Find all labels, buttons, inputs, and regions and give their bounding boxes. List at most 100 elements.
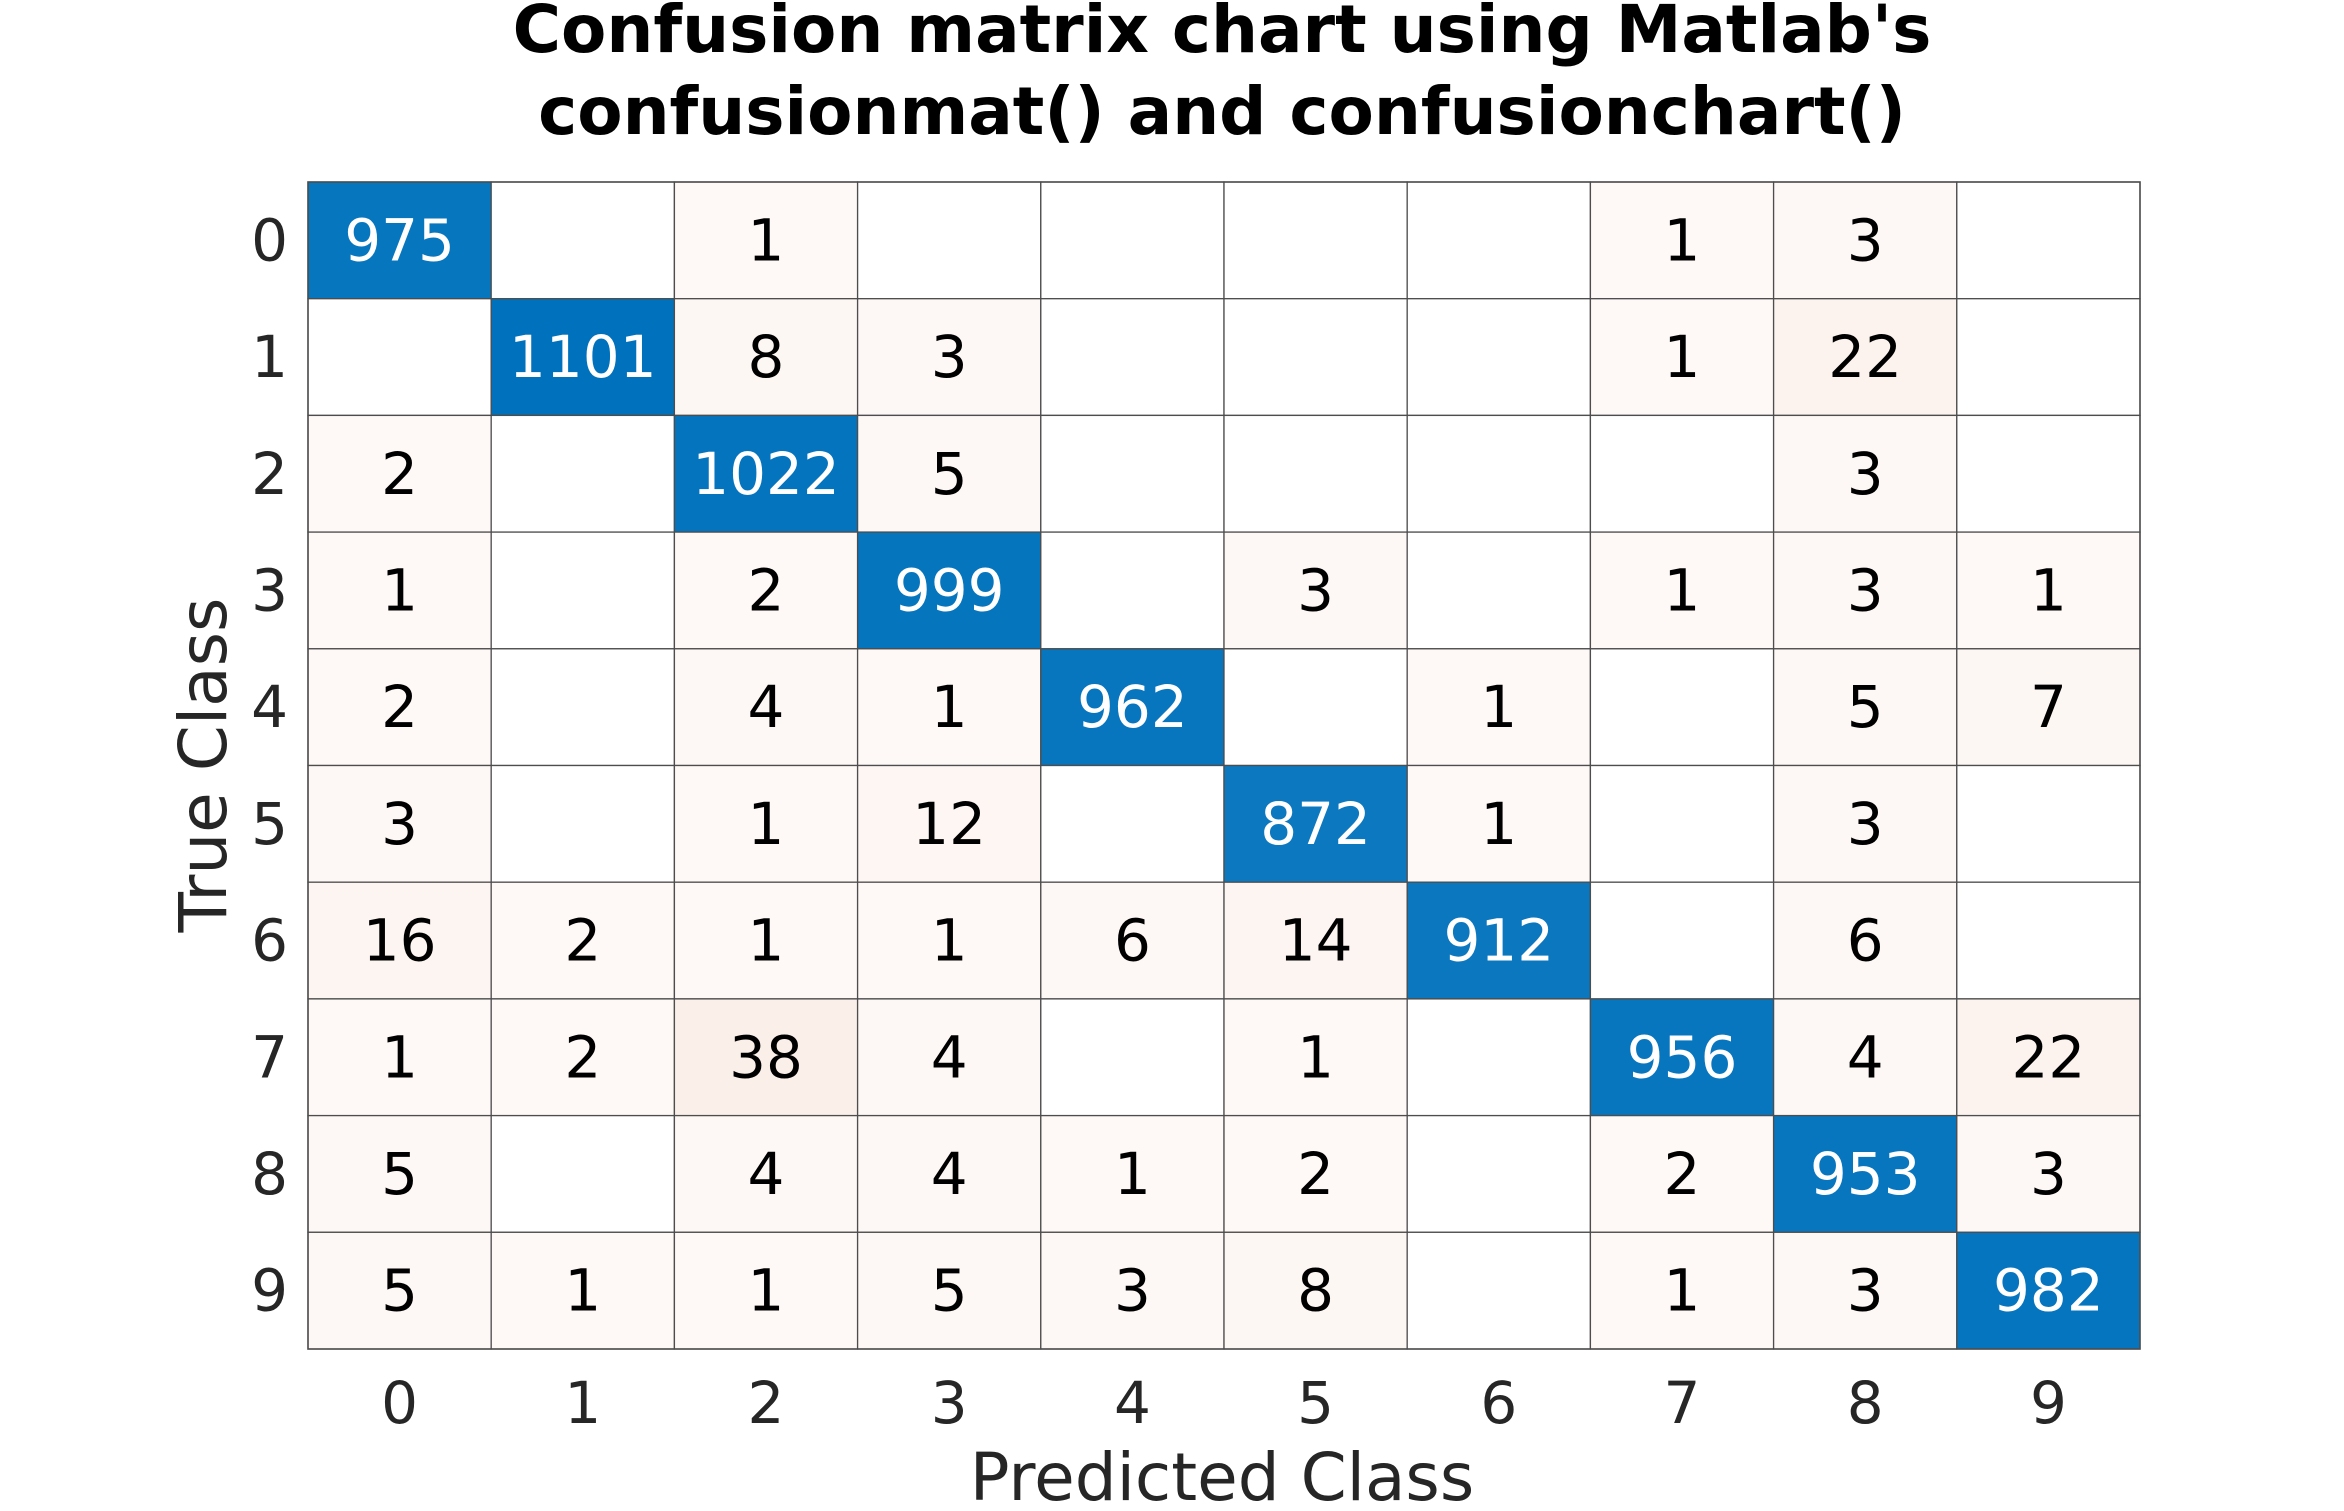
cell-value-label: 975 (344, 206, 455, 274)
cell-value-label: 912 (1443, 907, 1554, 975)
matrix-cell (1040, 181, 1225, 300)
matrix-cell (1772, 414, 1958, 533)
matrix-cell (1040, 998, 1225, 1117)
matrix-cell (490, 881, 676, 1000)
matrix-cell (1956, 881, 2141, 1000)
cell-value-label: 1 (1480, 790, 1517, 858)
matrix-cell (673, 648, 859, 767)
cell-value-label: 7 (2030, 673, 2067, 741)
x-tick-label: 1 (564, 1369, 601, 1437)
matrix-cell (1223, 998, 1408, 1117)
matrix-cell (1772, 181, 1958, 300)
cell-value-label: 1 (748, 790, 785, 858)
matrix-cell (1589, 1114, 1775, 1233)
cell-value-label: 3 (1847, 556, 1884, 624)
matrix-cell (1956, 1114, 2141, 1233)
cell-value-label: 5 (1847, 673, 1884, 741)
cell-value-label: 3 (381, 790, 418, 858)
cell-value-label: 4 (748, 1140, 785, 1208)
cell-value-label: 2 (381, 673, 418, 741)
matrix-cell (1956, 1231, 2141, 1350)
matrix-cell (490, 181, 676, 300)
matrix-cell (1406, 648, 1592, 767)
matrix-cell (1406, 998, 1592, 1117)
y-tick-label: 6 (251, 907, 288, 975)
matrix-cell (1223, 764, 1408, 883)
matrix-cell (1223, 881, 1408, 1000)
matrix-cell (307, 414, 492, 533)
matrix-cell (856, 648, 1042, 767)
cell-value-label: 1 (748, 206, 785, 274)
matrix-cell (490, 298, 676, 417)
matrix-cell (673, 1114, 859, 1233)
cell-value-label: 4 (1847, 1023, 1884, 1091)
matrix-cell (1040, 1114, 1225, 1233)
cell-value-label: 38 (729, 1023, 803, 1091)
x-tick-label: 6 (1480, 1369, 1517, 1437)
cell-value-label: 962 (1077, 673, 1188, 741)
matrix-cell (1040, 764, 1225, 883)
cell-value-label: 4 (748, 673, 785, 741)
matrix-cell (490, 1231, 676, 1350)
cell-value-label: 1 (748, 1257, 785, 1325)
matrix-cell (1223, 1114, 1408, 1233)
matrix-cell (1223, 414, 1408, 533)
matrix-cell (1223, 531, 1408, 650)
y-tick-label: 1 (251, 323, 288, 391)
y-tick-label: 7 (251, 1023, 288, 1091)
cell-value-label: 3 (1847, 440, 1884, 508)
cell-value-label: 953 (1810, 1140, 1921, 1208)
cell-value-label: 999 (894, 556, 1005, 624)
matrix-cell (856, 881, 1042, 1000)
matrix-cell (490, 1114, 676, 1233)
matrix-cell (1040, 881, 1225, 1000)
cell-value-label: 14 (1279, 907, 1353, 975)
matrix-cell (673, 531, 859, 650)
cell-value-label: 2 (564, 1023, 601, 1091)
matrix-cell (1956, 764, 2141, 883)
x-axis-label: Predicted Class (970, 1439, 1474, 1511)
cell-value-label: 1 (381, 556, 418, 624)
matrix-cell (1406, 881, 1592, 1000)
x-tick-label: 3 (931, 1369, 968, 1437)
cell-value-label: 6 (1847, 907, 1884, 975)
matrix-cell (1040, 298, 1225, 417)
matrix-cell (490, 648, 676, 767)
matrix-cell (1956, 648, 2141, 767)
matrix-cell (1589, 1231, 1775, 1350)
cell-value-label: 1 (1480, 673, 1517, 741)
matrix-cell (490, 414, 676, 533)
matrix-cell (1589, 648, 1775, 767)
x-tick-label: 9 (2030, 1369, 2067, 1437)
matrix-cell (673, 181, 859, 300)
cell-value-label: 1 (931, 673, 968, 741)
cell-value-label: 1022 (692, 440, 840, 508)
matrix-cell (673, 298, 859, 417)
x-tick-label: 7 (1664, 1369, 1701, 1437)
matrix-cell (1406, 531, 1592, 650)
matrix-cell (856, 181, 1042, 300)
matrix-cell (673, 764, 859, 883)
cell-value-label: 5 (931, 1257, 968, 1325)
matrix-cell (1406, 1231, 1592, 1350)
matrix-cell (1772, 531, 1958, 650)
matrix-cell (1956, 181, 2141, 300)
matrix-cell (1406, 1114, 1592, 1233)
matrix-cell (307, 998, 492, 1117)
matrix-cell (1223, 648, 1408, 767)
x-tick-label: 4 (1114, 1369, 1151, 1437)
cell-value-label: 1 (2030, 556, 2067, 624)
cell-value-label: 1 (1664, 323, 1701, 391)
cell-value-label: 22 (1828, 323, 1902, 391)
cell-value-label: 3 (1847, 206, 1884, 274)
cell-value-label: 3 (1847, 1257, 1884, 1325)
matrix-cell (1040, 414, 1225, 533)
matrix-cell (1772, 1114, 1958, 1233)
cell-value-label: 872 (1260, 790, 1371, 858)
matrix-cell (1956, 531, 2141, 650)
y-tick-label: 3 (251, 556, 288, 624)
matrix-cell (856, 1231, 1042, 1350)
matrix-cell (307, 648, 492, 767)
